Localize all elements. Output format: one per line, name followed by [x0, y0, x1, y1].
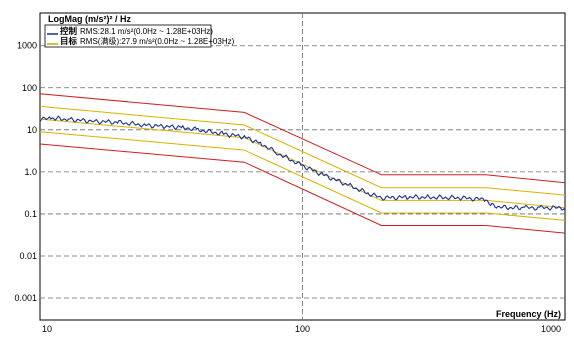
x-tick-label: 100: [295, 324, 310, 334]
series-abort-upper: [39, 93, 566, 184]
legend: 控制 RMS:28.1 m/s²(0.0Hz ~ 1.28E+03Hz) 目标 …: [44, 24, 235, 48]
y-tick-label: 1.0: [24, 167, 37, 177]
y-tick-label: 0.01: [19, 251, 37, 261]
x-axis-title: Frequency (Hz): [496, 309, 561, 319]
y-tick-label: 100: [22, 83, 37, 93]
legend-box: [44, 24, 212, 48]
legend-text-control: RMS:28.1 m/s²(0.0Hz ~ 1.28E+03Hz): [80, 27, 213, 36]
tick-layer: 1000 100 10 1.0 0.1 0.01 0.001 10 100 1000: [14, 41, 561, 334]
y-tick-label: 0.1: [24, 209, 37, 219]
series-alarm-lower: [39, 131, 566, 221]
x-tick-label: 1000: [541, 324, 561, 334]
series-reference: [39, 118, 566, 209]
y-tick-label: 0.001: [14, 293, 37, 303]
series-control: [39, 115, 566, 211]
x-tick-label: 10: [42, 324, 52, 334]
series-abort-lower: [39, 143, 566, 234]
legend-key-control: 控制: [60, 26, 78, 36]
grid-layer: [40, 13, 565, 320]
series-layer: [39, 93, 566, 234]
y-axis-title: LogMag (m/s²)² / Hz: [48, 14, 131, 24]
series-alarm-upper: [39, 105, 566, 196]
y-tick-label: 10: [27, 125, 37, 135]
legend-text-target: RMS(满级):27.9 m/s²(0.0Hz ~ 1.28E+03Hz): [80, 36, 235, 46]
y-tick-label: 1000: [17, 41, 37, 51]
legend-key-target: 目标: [60, 36, 78, 46]
